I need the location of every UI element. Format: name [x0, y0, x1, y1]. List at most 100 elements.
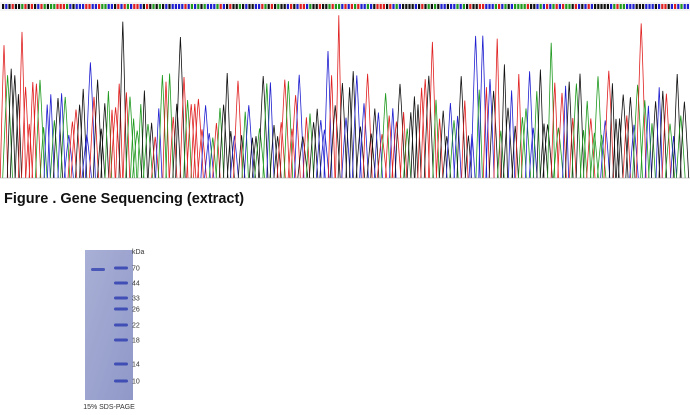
base-call [110, 4, 113, 9]
marker-label: 22 [132, 323, 140, 330]
base-call [174, 4, 177, 9]
base-call [648, 4, 651, 9]
base-call [302, 4, 305, 9]
trace-peak [345, 87, 354, 179]
base-call [155, 4, 158, 9]
trace-peak [215, 107, 225, 179]
trace-peak [586, 118, 596, 179]
trace-peak [6, 68, 16, 179]
base-call [517, 4, 520, 9]
base-call [181, 4, 184, 9]
base-call [386, 4, 389, 9]
base-call [360, 4, 363, 9]
trace-peak [279, 79, 290, 179]
trace-peak [122, 92, 131, 179]
base-call [43, 4, 46, 9]
base-call [376, 4, 379, 9]
base-call [184, 4, 187, 9]
base-call [514, 4, 517, 9]
base-call [494, 4, 497, 9]
trace-peak [193, 98, 204, 179]
ladder-band [114, 338, 128, 342]
trace-peak [179, 77, 189, 179]
base-call [306, 4, 309, 9]
base-call [523, 4, 526, 9]
trace-peak [100, 103, 110, 179]
base-call [56, 4, 59, 9]
gel-caption: 15% SDS-PAGE [83, 404, 135, 411]
trace-peak [420, 79, 431, 179]
trace-peak [370, 108, 380, 179]
base-call [651, 4, 654, 9]
base-call [638, 4, 641, 9]
trace-peak [355, 126, 366, 179]
trace-peak [142, 124, 154, 179]
trace-peak [592, 76, 604, 179]
base-call [392, 4, 395, 9]
base-call [590, 4, 593, 9]
trace-peak [589, 132, 599, 179]
trace-peak [208, 137, 217, 179]
trace-peak [435, 118, 444, 179]
trace-peak [518, 117, 527, 179]
base-call [267, 4, 270, 9]
base-call [222, 4, 225, 9]
base-call [427, 4, 430, 9]
base-calls [0, 2, 690, 11]
trace-peak [661, 93, 672, 179]
base-call [526, 4, 529, 9]
base-call [613, 4, 616, 9]
base-call [610, 4, 613, 9]
trace-peak [403, 128, 412, 179]
base-call [405, 4, 408, 9]
base-call [190, 4, 193, 9]
trace-peak [85, 62, 96, 179]
trace-peak [417, 87, 426, 179]
unit-label: kDa [132, 249, 145, 256]
base-call [616, 4, 619, 9]
trace-peak [511, 125, 519, 179]
trace-peak [97, 128, 106, 179]
trace-peak [362, 73, 373, 179]
base-call [194, 4, 197, 9]
base-call [686, 4, 689, 9]
trace-peak [482, 87, 490, 179]
trace-peak [218, 104, 229, 179]
trace-peak [385, 115, 394, 179]
base-call [510, 4, 513, 9]
base-call [126, 4, 129, 9]
base-call [677, 4, 680, 9]
ladder-band [114, 323, 128, 327]
base-call [18, 4, 21, 9]
base-call [373, 4, 376, 9]
base-call [408, 4, 411, 9]
trace-peak [108, 109, 116, 179]
base-call [443, 4, 446, 9]
trace-peak [676, 115, 686, 179]
base-call [142, 4, 145, 9]
trace-peak [262, 83, 272, 179]
trace-peak [414, 104, 422, 179]
trace-peak [349, 71, 358, 179]
trace-peak [442, 136, 452, 179]
trace-peak [2, 75, 13, 179]
base-call [366, 4, 369, 9]
base-call [542, 4, 545, 9]
trace-peak [183, 99, 192, 179]
ladder-band [114, 266, 128, 270]
base-call [418, 4, 421, 9]
trace-peak [151, 136, 160, 179]
base-call [581, 4, 584, 9]
trace-peak [110, 107, 121, 179]
trace-peak [423, 75, 434, 179]
trace-peak [269, 124, 279, 179]
base-call [645, 4, 648, 9]
base-call [219, 4, 222, 9]
trace-peak [223, 73, 232, 179]
base-call [290, 4, 293, 9]
base-call [325, 4, 328, 9]
trace-peak [376, 134, 388, 179]
ladder-band [114, 379, 128, 383]
base-call [98, 4, 101, 9]
trace-peak [612, 118, 620, 179]
